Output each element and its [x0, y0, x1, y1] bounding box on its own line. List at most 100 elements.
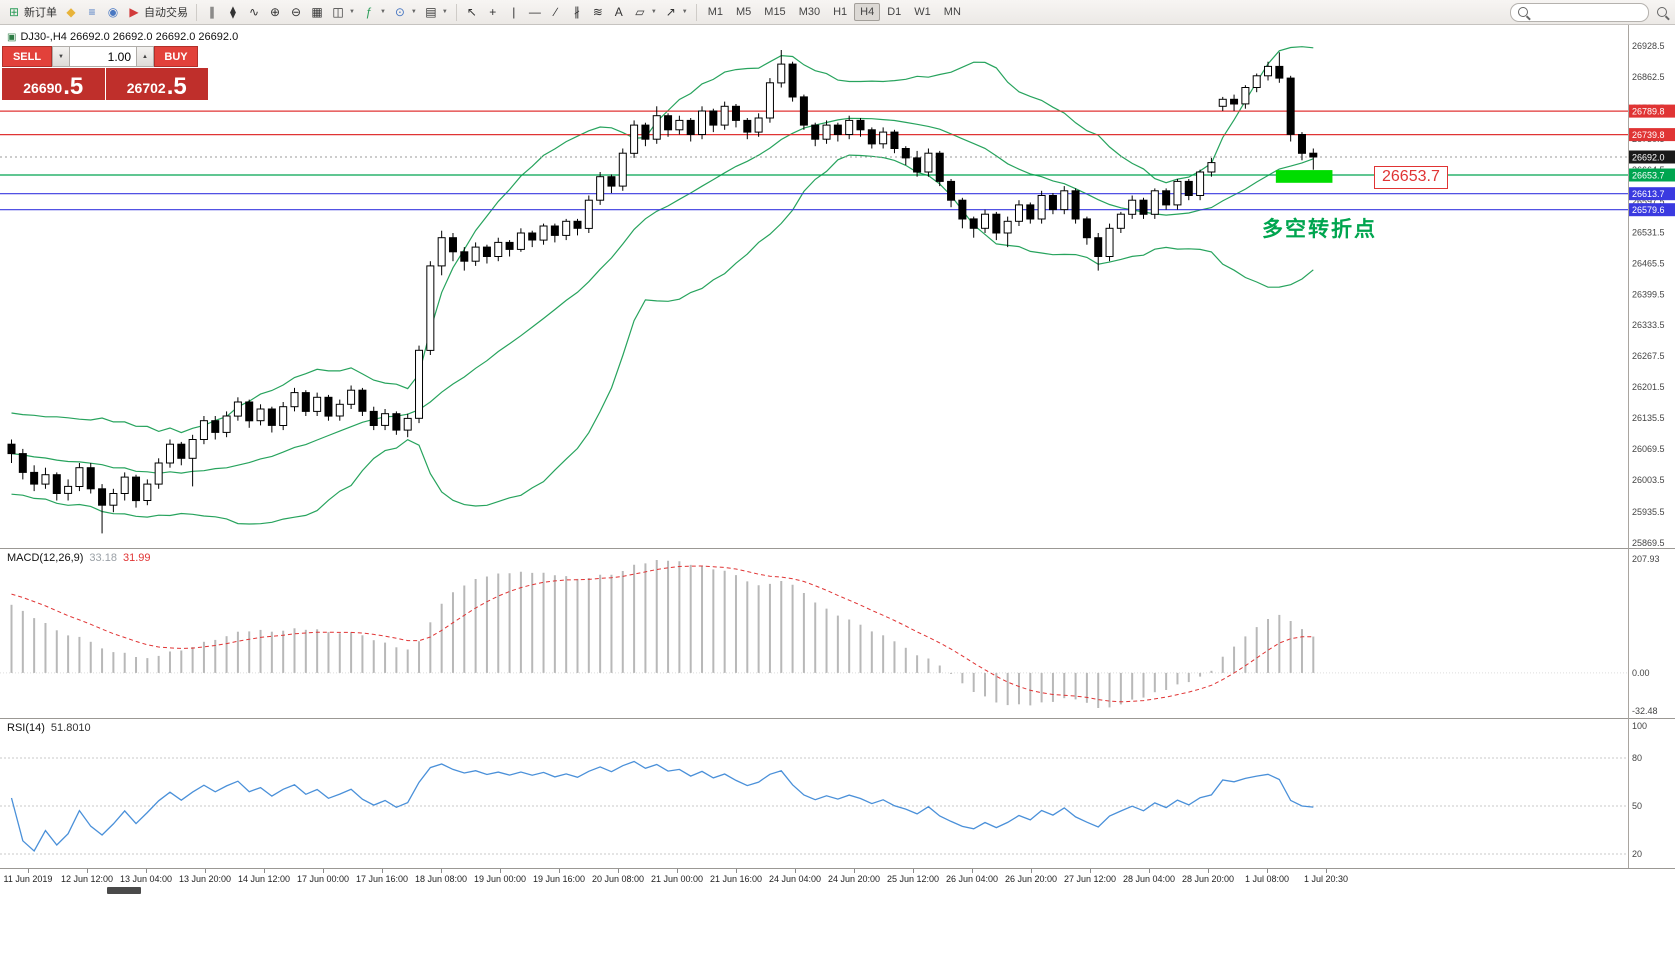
trendline-icon: ∕ — [554, 5, 557, 19]
market-watch-button[interactable]: ≡ — [82, 3, 102, 21]
chart-window-button[interactable]: ◆ — [61, 3, 81, 21]
arrows-button[interactable]: ↗ ▼ — [661, 3, 691, 21]
caret-down-icon[interactable]: ▼ — [681, 9, 688, 15]
candle — [313, 392, 322, 416]
candle — [132, 474, 141, 508]
candle — [1128, 195, 1137, 219]
timeframe-m15[interactable]: M15 — [764, 6, 786, 18]
periods-clock-button[interactable]: ⊙ ▼ — [390, 3, 420, 21]
price-tag-26653.7: 26653.7 — [1629, 168, 1675, 182]
timeframe-m1[interactable]: M1 — [707, 6, 723, 18]
crosshair-button[interactable]: + — [483, 3, 503, 21]
candle — [335, 399, 344, 421]
macd-indicator-panel[interactable]: 207.93 0.00 -32.48 — [0, 548, 1675, 718]
grid-button[interactable]: ▦ — [307, 3, 327, 21]
zoom-out-button[interactable]: ⊖ — [286, 3, 306, 21]
candle — [799, 94, 808, 130]
channel-button[interactable]: ∦ — [567, 3, 587, 21]
rsi-axis-label: 100 — [1632, 721, 1647, 731]
candlestick-chart[interactable]: 26928.526862.526796.526730.526664.526597… — [0, 25, 1675, 548]
caret-down-icon[interactable]: ▼ — [410, 9, 417, 15]
timeframe-d1[interactable]: D1 — [887, 6, 902, 18]
turning-point-annotation[interactable]: 多空转折点 — [1262, 218, 1377, 241]
candle — [731, 104, 740, 128]
price-callout-label[interactable]: 26653.7 — [1374, 166, 1448, 189]
search-box[interactable] — [1510, 2, 1649, 22]
search-input[interactable] — [1532, 5, 1641, 19]
candle — [562, 218, 571, 241]
timeframe-h4[interactable]: H4 — [854, 3, 881, 21]
sell-button[interactable]: SELL — [2, 46, 52, 67]
timeframe-m30[interactable]: M30 — [798, 6, 821, 18]
candle — [1297, 132, 1306, 161]
timeframe-m5[interactable]: M5 — [736, 6, 752, 18]
magnifier-icon[interactable] — [1657, 7, 1667, 17]
search-icon — [1518, 7, 1528, 17]
buy-button[interactable]: BUY — [154, 46, 198, 67]
timeframe-mn[interactable]: MN — [943, 6, 961, 18]
new-order-button[interactable]: ⊞ 新订单 — [4, 2, 60, 22]
volume-up-button[interactable]: ▲ — [136, 46, 154, 67]
caret-down-icon[interactable]: ▼ — [379, 9, 386, 15]
time-tick — [677, 869, 678, 873]
bar-chart-button[interactable]: ∥ — [202, 3, 222, 21]
candle — [120, 472, 129, 501]
candle — [222, 411, 231, 438]
trendline-button[interactable]: ∕ — [546, 3, 566, 21]
time-tick — [854, 869, 855, 873]
price-axis-label: 26333.5 — [1632, 320, 1665, 330]
macd-axis-label: 0.00 — [1632, 668, 1650, 678]
price-axis-label: 26531.5 — [1632, 227, 1665, 237]
volume-down-button[interactable]: ▼ — [52, 46, 70, 67]
candle — [177, 441, 186, 466]
candle — [30, 465, 39, 492]
candle — [1218, 96, 1227, 111]
toolbar-separator — [695, 3, 697, 21]
macd-header: MACD(12,26,9) 33.18 31.99 — [7, 552, 150, 564]
timeframe-w1[interactable]: W1 — [914, 6, 931, 18]
line-chart-button[interactable]: ∿ — [244, 3, 264, 21]
candle — [52, 472, 61, 501]
rsi-axis-label: 80 — [1632, 753, 1642, 763]
candle — [607, 174, 616, 194]
candle — [1241, 85, 1250, 109]
volume-input[interactable] — [70, 46, 136, 67]
candle — [958, 197, 967, 229]
shapes-button[interactable]: ▱ ▼ — [630, 3, 660, 21]
tile-windows-button[interactable]: ◫ ▼ — [328, 3, 358, 21]
vertical-line-button[interactable]: | — [504, 3, 524, 21]
text-tool-button[interactable]: A — [609, 3, 629, 21]
rsi-indicator-panel[interactable]: 100 80 50 20 — [0, 718, 1675, 868]
caret-down-icon[interactable]: ▼ — [441, 9, 448, 15]
alerts-button[interactable]: ◉ — [103, 3, 123, 21]
caret-down-icon[interactable]: ▼ — [650, 9, 657, 15]
bollinger-middle — [11, 117, 1314, 474]
candle — [720, 101, 729, 130]
sell-price-box[interactable]: 26690 .5 — [2, 68, 105, 100]
price-tag-26692.0: 26692.0 — [1629, 150, 1675, 164]
caret-down-icon[interactable]: ▼ — [349, 9, 355, 15]
time-tick — [1326, 869, 1327, 873]
candlestick-chart-button[interactable]: ⧫ — [223, 3, 243, 21]
bottom-tab[interactable] — [107, 887, 141, 894]
candle — [109, 488, 118, 513]
candle — [641, 122, 650, 147]
highlight-rectangle[interactable] — [1275, 170, 1333, 183]
fibonacci-button[interactable]: ≋ — [588, 3, 608, 21]
timeframe-h1[interactable]: H1 — [833, 6, 848, 18]
candle — [41, 467, 50, 489]
price-axis-label: 26862.5 — [1632, 72, 1665, 82]
calendar-button[interactable]: ▤ ▼ — [421, 3, 451, 21]
candle — [494, 237, 503, 262]
time-tick — [913, 869, 914, 873]
time-axis-label: 18 Jun 08:00 — [414, 874, 468, 884]
indicators-button[interactable]: ƒ ▼ — [359, 3, 389, 21]
cursor-button[interactable]: ↖ — [462, 3, 482, 21]
horizontal-line-button[interactable]: — — [525, 3, 545, 21]
algo-trading-button[interactable]: ▶ 自动交易 — [124, 2, 191, 22]
zoom-in-button[interactable]: ⊕ — [265, 3, 285, 21]
buy-price-box[interactable]: 26702 .5 — [105, 68, 208, 100]
sell-price-main: 26690 — [23, 80, 63, 96]
candle — [199, 416, 208, 445]
time-axis-label: 1 Jul 20:30 — [1303, 874, 1349, 884]
